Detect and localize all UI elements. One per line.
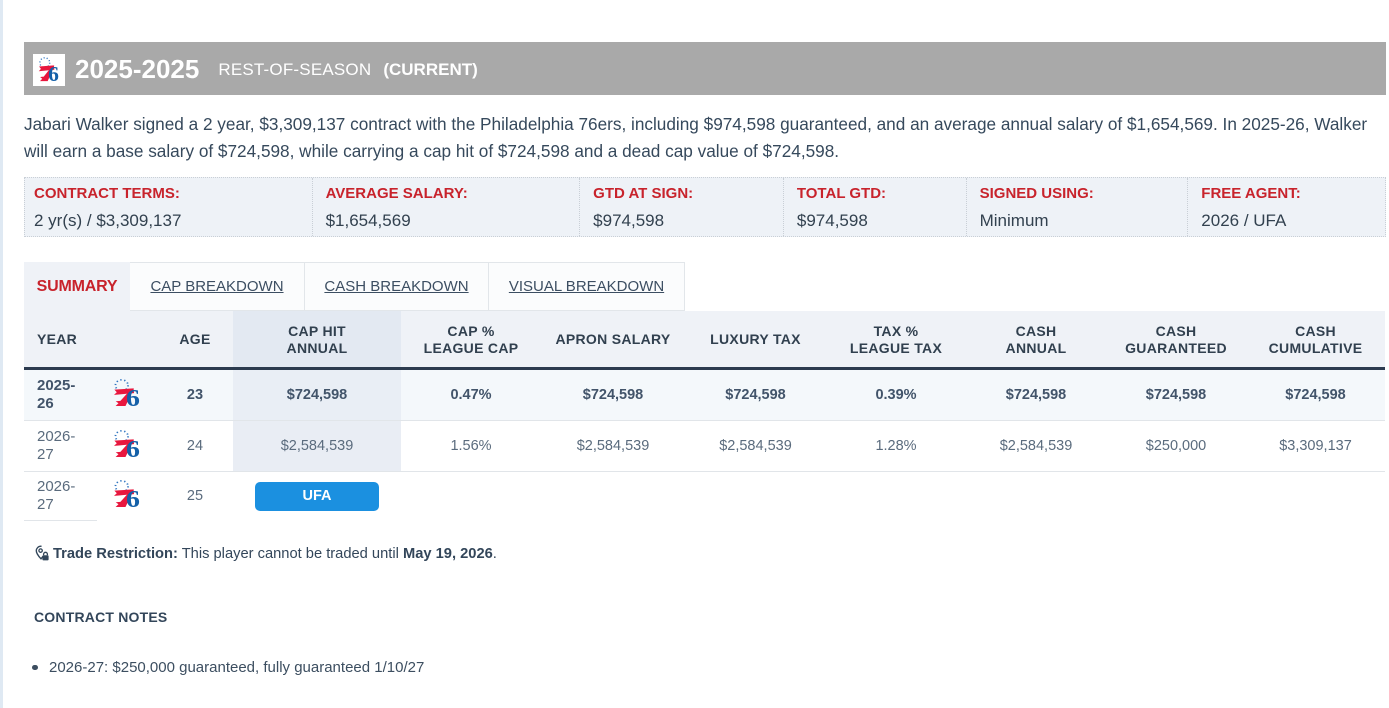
svg-text:6: 6 <box>126 435 140 457</box>
svg-text:6: 6 <box>126 486 140 508</box>
svg-text:6: 6 <box>126 384 140 406</box>
svg-text:6: 6 <box>48 61 59 84</box>
